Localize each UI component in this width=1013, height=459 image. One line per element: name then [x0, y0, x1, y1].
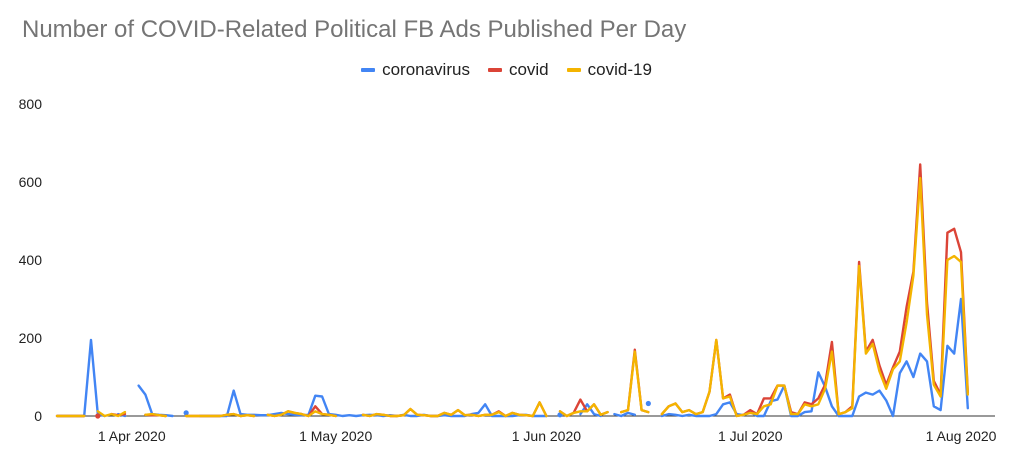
- y-tick-label: 400: [19, 252, 43, 268]
- chart-title: Number of COVID-Related Political FB Ads…: [22, 16, 687, 43]
- data-point-coronavirus[interactable]: [183, 410, 189, 416]
- legend-swatch-coronavirus: [361, 68, 376, 72]
- data-point-coronavirus[interactable]: [645, 400, 651, 407]
- y-tick-label: 800: [19, 96, 43, 112]
- series-covid: [55, 163, 969, 419]
- data-point-covid[interactable]: [95, 413, 101, 419]
- series-line-covid-19[interactable]: [361, 401, 548, 418]
- y-tick-label: 200: [19, 330, 43, 346]
- series-line-coronavirus[interactable]: [55, 338, 106, 418]
- legend-item-coronavirus[interactable]: coronavirus: [361, 60, 470, 80]
- series-line-covid-19[interactable]: [558, 403, 609, 418]
- series-line-covid-19[interactable]: [96, 410, 127, 418]
- x-tick-label: 1 Apr 2020: [98, 428, 166, 444]
- legend: coronavirus covid covid-19: [0, 60, 1013, 80]
- x-tick-label: 1 Jul 2020: [718, 428, 783, 444]
- axes: 0 200 400 600 800 1 Apr 2020 1 May 2020 1 Jun 2…: [19, 96, 997, 444]
- series-layer: [55, 163, 969, 419]
- legend-item-covid[interactable]: covid: [487, 60, 549, 80]
- legend-swatch-covid: [487, 68, 502, 72]
- series-line-coronavirus[interactable]: [660, 297, 969, 418]
- legend-label-covid: covid: [508, 60, 549, 79]
- x-tick-label: 1 Aug 2020: [926, 428, 997, 444]
- series-line-covid-19[interactable]: [184, 412, 256, 418]
- series-line-coronavirus[interactable]: [613, 411, 636, 418]
- x-tick-label: 1 Jun 2020: [512, 428, 581, 444]
- series-line-covid-19[interactable]: [144, 412, 168, 418]
- series-line-coronavirus[interactable]: [198, 389, 548, 418]
- legend-label-covid-19: covid-19: [587, 60, 652, 79]
- y-tick-label: 0: [34, 408, 42, 424]
- x-tick-label: 1 May 2020: [299, 428, 372, 444]
- legend-swatch-covid-19: [566, 68, 581, 72]
- legend-item-covid-19[interactable]: covid-19: [566, 60, 652, 80]
- y-tick-label: 600: [19, 174, 43, 190]
- series-line-coronavirus[interactable]: [137, 384, 174, 418]
- legend-label-coronavirus: coronavirus: [382, 60, 470, 79]
- series-covid-19: [55, 176, 969, 418]
- series-line-covid-19[interactable]: [266, 410, 337, 418]
- series-line-covid-19[interactable]: [660, 176, 969, 418]
- series-line-covid-19[interactable]: [620, 350, 650, 414]
